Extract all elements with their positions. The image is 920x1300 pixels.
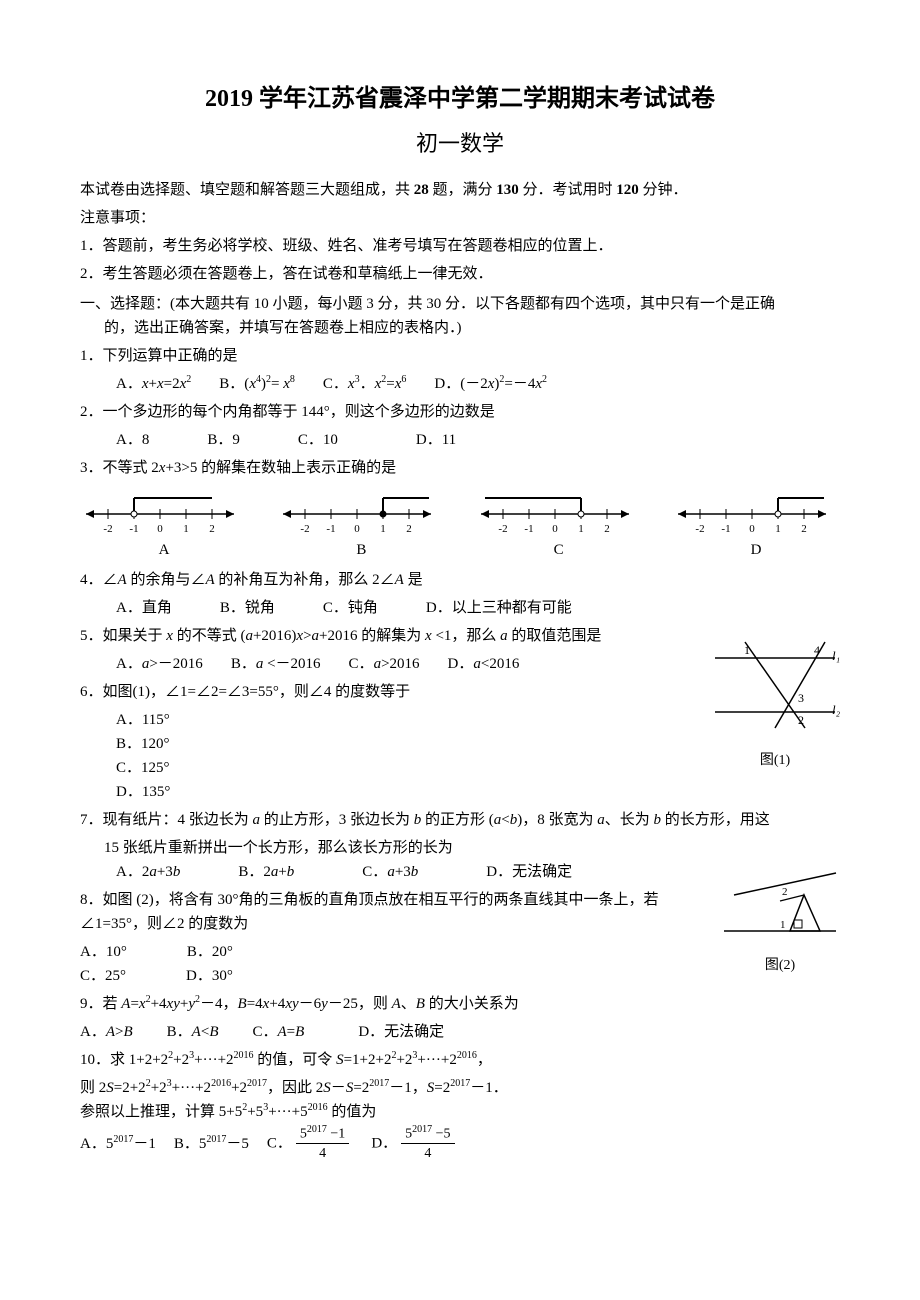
figure-2: 1 2 图(2) <box>720 865 840 977</box>
q8-opt-a: A．10° <box>80 940 127 964</box>
svg-text:4: 4 <box>814 643 820 657</box>
q2-opt-c: C．10 <box>298 428 338 452</box>
q3-diagrams: -2 -1 0 1 2 A <box>80 484 840 564</box>
q1-stem: 1．下列运算中正确的是 <box>80 344 840 368</box>
q1-opt-a: A．x+x=2x2 <box>116 372 191 396</box>
page-subtitle: 初一数学 <box>80 126 840 161</box>
q10-opt-b: B．52017－5 <box>174 1132 249 1156</box>
q8-opt-d: D．30° <box>186 964 233 988</box>
svg-text:2: 2 <box>407 523 413 535</box>
numberline-d: -2 -1 0 1 2 <box>672 492 840 536</box>
q3-label-a: A <box>80 538 248 562</box>
svg-text:l₁: l₁ <box>832 648 840 663</box>
svg-text:-1: -1 <box>721 523 730 535</box>
q2-opt-b: B．9 <box>207 428 240 452</box>
q10-l2: 则 2S=2+22+23+···+22016+22017，因此 2S－S=220… <box>80 1076 840 1100</box>
svg-text:1: 1 <box>578 523 584 535</box>
q3-label-b: B <box>277 538 445 562</box>
section-1-head: 一、选择题：(本大题共有 10 小题，每小题 3 分，共 30 分．以下各题都有… <box>80 292 840 340</box>
svg-text:-2: -2 <box>498 523 507 535</box>
q10-opt-a: A．52017－1 <box>80 1132 156 1156</box>
q2-opt-d: D．11 <box>416 428 456 452</box>
intro-notice-1: 1．答题前，考生务必将学校、班级、姓名、准考号填写在答题卷相应的位置上． <box>80 234 840 258</box>
svg-text:1: 1 <box>183 523 189 535</box>
svg-text:2: 2 <box>801 523 807 535</box>
q9-opt-d: D．无法确定 <box>358 1020 444 1044</box>
svg-text:-1: -1 <box>327 523 336 535</box>
svg-text:0: 0 <box>355 523 361 535</box>
q9-opt-a: A．A>B <box>80 1020 133 1044</box>
q10-l1: 10．求 1+2+22+23+···+22016 的值，可令 S=1+2+22+… <box>80 1048 840 1072</box>
svg-text:2: 2 <box>782 886 788 898</box>
svg-text:0: 0 <box>552 523 558 535</box>
svg-text:-2: -2 <box>301 523 310 535</box>
svg-text:3: 3 <box>798 691 804 705</box>
q4-opt-c: C．钝角 <box>323 596 378 620</box>
q4-stem: 4．∠A 的余角与∠A 的补角互为补角，那么 2∠A 是 <box>80 568 840 592</box>
svg-text:2: 2 <box>798 713 804 727</box>
figure-2-caption: 图(2) <box>720 955 840 977</box>
svg-text:1: 1 <box>744 643 750 657</box>
q7-opt-c: C．a+3b <box>362 860 418 884</box>
q1-opt-d: D．(－2x)2=－4x2 <box>434 372 547 396</box>
q9-opt-b: B．A<B <box>167 1020 219 1044</box>
svg-text:-1: -1 <box>129 523 138 535</box>
figure-1: 1 4 3 2 l₁ l₂ 图(1) <box>710 640 840 772</box>
q6-opt-d: D．135° <box>80 780 840 804</box>
svg-text:0: 0 <box>157 523 163 535</box>
figure-1-caption: 图(1) <box>710 750 840 772</box>
q10-opt-c: C．52017 −14 <box>267 1124 353 1164</box>
q8-opt-b: B．20° <box>187 940 233 964</box>
q3-label-d: D <box>672 538 840 562</box>
q8-opt-c: C．25° <box>80 964 126 988</box>
intro-notice-head: 注意事项： <box>80 206 840 230</box>
intro-summary: 本试卷由选择题、填空题和解答题三大题组成，共 28 题，满分 130 分．考试用… <box>80 178 840 202</box>
q2-stem: 2．一个多边形的每个内角都等于 144°，则这个多边形的边数是 <box>80 400 840 424</box>
q9-opt-c: C．A=B <box>252 1020 304 1044</box>
q10-opt-d: D．52017 −54 <box>371 1124 458 1164</box>
q9-stem: 9．若 A=x2+4xy+y2－4，B=4x+4xy－6y－25，则 A、B 的… <box>80 992 840 1016</box>
svg-text:1: 1 <box>381 523 387 535</box>
q2-opt-a: A．8 <box>116 428 149 452</box>
svg-text:2: 2 <box>209 523 215 535</box>
svg-text:-2: -2 <box>103 523 112 535</box>
q3-stem: 3．不等式 2x+3>5 的解集在数轴上表示正确的是 <box>80 456 840 480</box>
q1-opt-b: B．(x4)2= x8 <box>219 372 295 396</box>
svg-text:-1: -1 <box>524 523 533 535</box>
q7-stem-l2: 15 张纸片重新拼出一个长方形，那么该长方形的长为 <box>80 836 840 860</box>
q5-opt-a: A．a>－2016 <box>116 652 203 676</box>
q5-opt-d: D．a<2016 <box>448 652 520 676</box>
q4-opt-b: B．锐角 <box>220 596 275 620</box>
q7-opt-b: B．2a+b <box>238 860 294 884</box>
q4-opt-d: D．以上三种都有可能 <box>426 596 572 620</box>
q1-opt-c: C．x3．x2=x6 <box>323 372 407 396</box>
page-title: 2019 学年江苏省震泽中学第二学期期末考试试卷 <box>80 80 840 118</box>
q5-opt-c: C．a>2016 <box>349 652 420 676</box>
svg-text:1: 1 <box>780 919 786 931</box>
q5-opt-b: B．a <－2016 <box>231 652 321 676</box>
intro-notice-2: 2．考生答题必须在答题卷上，答在试卷和草稿纸上一律无效． <box>80 262 840 286</box>
numberline-a: -2 -1 0 1 2 <box>80 492 248 536</box>
q10-l3: 参照以上推理，计算 5+52+53+···+52016 的值为 <box>80 1100 840 1124</box>
q7-stem-l1: 7．现有纸片：4 张边长为 a 的止方形，3 张边长为 b 的正方形 (a<b)… <box>80 808 840 832</box>
svg-text:1: 1 <box>775 523 781 535</box>
svg-text:l₂: l₂ <box>832 702 840 717</box>
numberline-b: -2 -1 0 1 2 <box>277 492 445 536</box>
q7-opt-a: A．2a+3b <box>116 860 180 884</box>
q7-opt-d: D．无法确定 <box>486 860 572 884</box>
numberline-c: -2 -1 0 1 2 <box>475 492 643 536</box>
svg-text:2: 2 <box>604 523 610 535</box>
q4-opt-a: A．直角 <box>116 596 172 620</box>
q3-label-c: C <box>475 538 643 562</box>
svg-text:-2: -2 <box>695 523 704 535</box>
svg-text:0: 0 <box>749 523 755 535</box>
